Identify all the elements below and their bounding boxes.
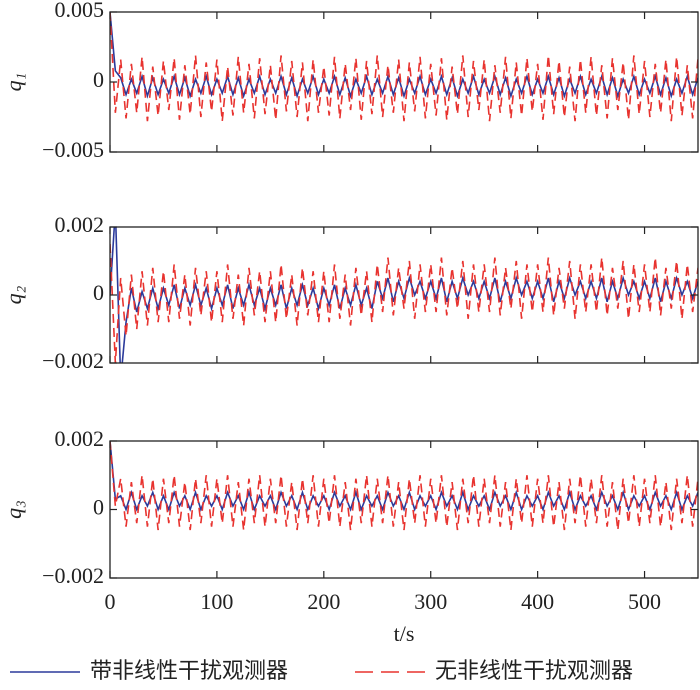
x-tick-label: 300 [414,589,447,614]
y-tick-label: 0 [93,495,104,520]
legend-label: 带非线性干扰观测器 [90,659,288,684]
axes-frame [109,11,699,153]
x-tick-label: 0 [105,589,116,614]
y-tick-label: 0.005 [55,0,105,22]
y-tick-label: −0.002 [42,563,104,588]
y-axis-label: q₂ [1,285,26,304]
y-tick-label: 0.002 [55,426,105,451]
plot-area [110,441,698,531]
plot-area [110,12,698,122]
y-tick-label: 0.002 [55,212,105,237]
y-axis-label: q₃ [1,500,26,519]
x-tick-label: 100 [200,589,233,614]
series-line [110,441,698,531]
series-line [110,12,698,122]
y-tick-label: 0 [93,280,104,305]
y-tick-label: −0.002 [42,348,104,373]
legend-label: 无非线性干扰观测器 [435,659,633,684]
x-tick-label: 200 [307,589,340,614]
y-tick-label: −0.005 [42,137,104,162]
x-tick-label: 500 [628,589,661,614]
plot-area [110,227,698,363]
y-axis-label: q₁ [1,73,26,92]
y-tick-label: 0 [93,67,104,92]
x-axis-label: t/s [394,621,415,646]
series-line [110,243,698,363]
x-tick-label: 400 [521,589,554,614]
series-line [110,227,698,363]
